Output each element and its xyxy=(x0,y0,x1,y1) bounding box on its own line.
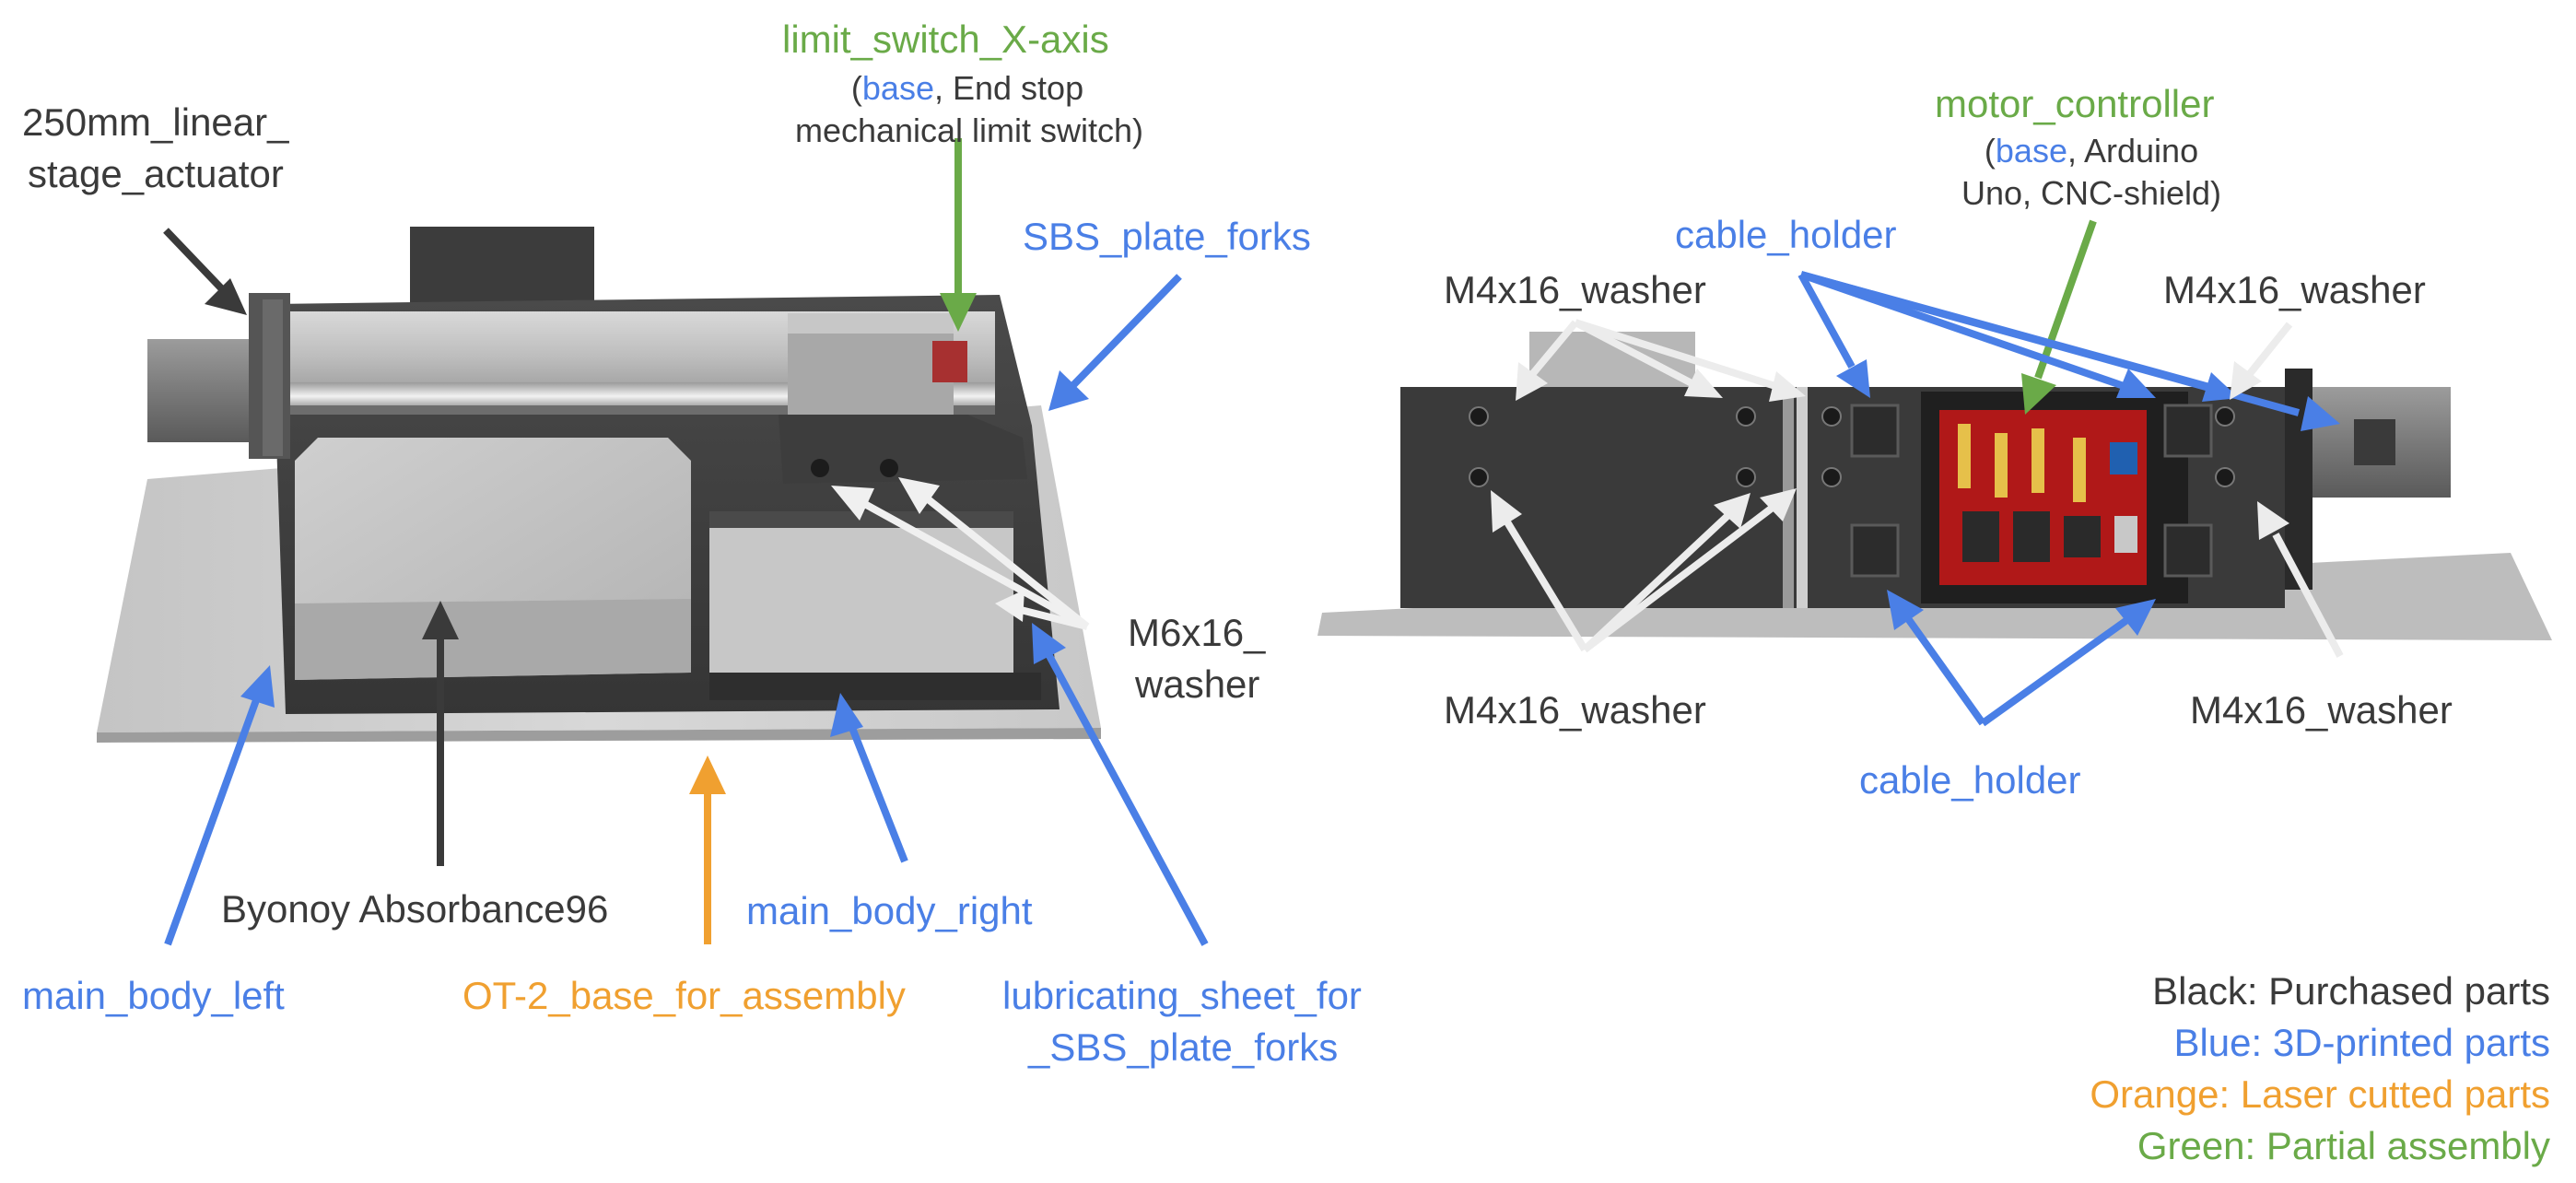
sbs-plate-fork xyxy=(779,415,1027,484)
label-linear-stage-line1: 250mm_linear_ xyxy=(22,100,289,144)
rear-block xyxy=(410,227,594,310)
legend-green: Green: Partial assembly xyxy=(2137,1124,2550,1167)
callout-arrows xyxy=(163,138,2344,946)
legend-blue: Blue: 3D-printed parts xyxy=(2173,1021,2550,1064)
label-byonoy: Byonoy Absorbance96 xyxy=(221,887,609,931)
label-linear-stage-line2: stage_actuator xyxy=(28,152,284,195)
label-motor-controller-desc1: (base, Arduino xyxy=(1984,132,2199,170)
label-m4x16-top-left: M4x16_washer xyxy=(1444,268,1706,311)
label-ot2-base: OT-2_base_for_assembly xyxy=(463,974,906,1017)
legend-black: Black: Purchased parts xyxy=(2152,969,2550,1013)
color-legend: Black: Purchased parts Blue: 3D-printed … xyxy=(2090,966,2550,1172)
label-m6x16-line2: washer xyxy=(1135,662,1260,706)
cable-holder-part xyxy=(1850,523,1900,578)
label-main-body-left: main_body_left xyxy=(22,974,285,1017)
label-motor-controller: motor_controller xyxy=(1935,82,2215,125)
label-motor-controller-desc2: Uno, CNC-shield) xyxy=(1961,174,2222,212)
label-cable-holder-bottom: cable_holder xyxy=(1859,758,2081,802)
cable-holder-part xyxy=(2163,523,2213,578)
label-limit-switch-desc2: mechanical limit switch) xyxy=(794,111,1144,149)
right-assembly-render xyxy=(1317,332,2552,640)
legend-orange: Orange: Laser cutted parts xyxy=(2090,1072,2550,1116)
label-m6x16-line1: M6x16_ xyxy=(1128,611,1266,654)
m4-washers xyxy=(1469,406,2235,487)
cable-holder-part xyxy=(1850,404,1900,458)
label-limit-switch-desc1: (base, End stop xyxy=(850,69,1084,107)
stepper-motor-left xyxy=(147,339,258,442)
label-m4x16-bottom-left: M4x16_washer xyxy=(1444,688,1706,732)
limit-switch-part xyxy=(932,341,967,382)
label-lubricating-line2: _SBS_plate_forks xyxy=(1028,1025,1339,1069)
cable-holder-part xyxy=(2163,404,2213,458)
label-cable-holder-top: cable_holder xyxy=(1675,213,1897,256)
main-body-right-tray xyxy=(709,511,1013,686)
label-main-body-right: main_body_right xyxy=(746,889,1033,932)
label-limit-switch: limit_switch_X-axis xyxy=(782,18,1109,61)
label-sbs-plate-forks: SBS_plate_forks xyxy=(1023,215,1311,258)
label-m4x16-top-right: M4x16_washer xyxy=(2163,268,2426,311)
label-m4x16-bottom-right: M4x16_washer xyxy=(2190,688,2453,732)
label-lubricating-line1: lubricating_sheet_for xyxy=(1002,974,1362,1017)
